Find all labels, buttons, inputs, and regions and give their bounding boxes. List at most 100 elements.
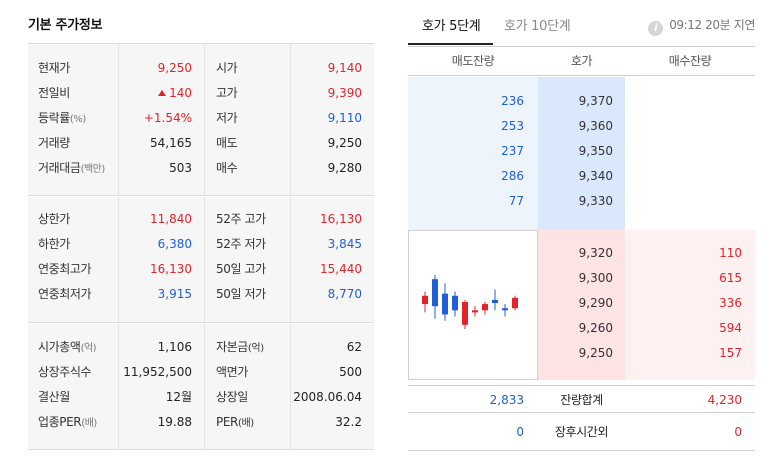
- info-label-unit: (배): [81, 418, 97, 429]
- orderbook: 매도잔량 호가 매수잔량 2,833 잔량합계 4,230 0 장후시간외 0 …: [408, 46, 755, 454]
- candle-body: [442, 293, 448, 315]
- info-label: 50일 고가: [216, 257, 266, 282]
- info-label-unit: (백만): [80, 164, 106, 175]
- info-label: 연중최고가: [38, 257, 92, 282]
- info-value: 19.88: [118, 410, 192, 435]
- info-value-text: 1,106: [157, 340, 192, 354]
- info-value: 503: [118, 156, 192, 181]
- info-label-text: 시가총액: [38, 340, 81, 354]
- info-value: 9,140: [327, 61, 362, 75]
- info-label-text: 고가: [216, 86, 238, 100]
- price-info-block: 현재가 9,250 시가 9,140 전일비 140 고가 9,390 등락률(%) +1.54%…: [28, 44, 374, 196]
- after-hours-label: 장후시간외: [554, 425, 609, 439]
- sell-price-cell[interactable]: 9,340: [578, 169, 613, 183]
- info-label: 거래대금(백만): [38, 156, 105, 181]
- info-value: +1.54%: [118, 106, 192, 131]
- info-label-text: 액면가: [216, 365, 248, 379]
- info-label: 시가총액(억): [38, 335, 97, 360]
- company-info-block: 시가총액(억) 1,106 자본금(억) 62 상장주식수 11,952,500 액면가 50…: [28, 324, 374, 450]
- info-label-text: 저가: [216, 111, 238, 125]
- info-value: 1,106: [118, 335, 192, 360]
- info-label: 매도: [216, 131, 238, 156]
- info-value-text: 19.88: [157, 415, 192, 429]
- info-icon[interactable]: i: [648, 21, 664, 36]
- header-buy-qty: 매수잔량: [668, 54, 712, 68]
- header-price: 호가: [570, 54, 593, 68]
- tab-10-levels[interactable]: 호가 10단계: [504, 19, 571, 34]
- info-label: 전일비: [38, 81, 70, 106]
- candle-chart-svg: [422, 275, 518, 329]
- sell-qty-cell: 236: [501, 94, 524, 108]
- info-label: 상장일: [216, 385, 248, 410]
- info-label: 자본금(억): [216, 335, 264, 360]
- info-label-text: 전일비: [38, 86, 70, 100]
- info-label: 현재가: [38, 56, 70, 81]
- info-label: 고가: [216, 81, 238, 106]
- orderbook-tabs: 호가 5단계 호가 10단계 i 09:12 20분 지연: [408, 0, 755, 46]
- info-value: 9,250: [327, 136, 362, 150]
- info-value-text: 6,380: [157, 237, 192, 251]
- info-value: 16,130: [118, 257, 192, 282]
- info-value: 8,770: [327, 287, 362, 301]
- sell-price-cell[interactable]: 9,350: [578, 144, 613, 158]
- info-label-text: 50일 고가: [216, 262, 266, 276]
- buy-price-cell[interactable]: 9,300: [578, 271, 613, 285]
- info-value: 9,390: [327, 86, 362, 100]
- info-label-unit: (억): [80, 343, 97, 354]
- buy-price-cell[interactable]: 9,320: [578, 246, 613, 260]
- info-label: 결산월: [38, 385, 70, 410]
- info-label: 액면가: [216, 360, 248, 385]
- info-label-text: 매도: [216, 136, 238, 150]
- info-label-text: 하한가: [38, 237, 70, 251]
- buy-price-cell[interactable]: 9,250: [578, 346, 613, 360]
- buy-price-cell[interactable]: 9,260: [578, 321, 613, 335]
- info-value: 140: [118, 81, 192, 106]
- info-label-text: 연중최고가: [38, 262, 92, 276]
- info-label-text: 연중최저가: [38, 287, 92, 301]
- buy-qty-cell: 615: [719, 271, 742, 285]
- info-label-text: 52주 저가: [216, 237, 266, 251]
- sell-price-cell[interactable]: 9,370: [578, 94, 613, 108]
- info-label: PER(배): [216, 410, 254, 435]
- info-label-text: PER: [216, 415, 238, 429]
- sell-price-cell[interactable]: 9,330: [578, 194, 613, 208]
- mini-candle-chart: [408, 230, 538, 380]
- info-label-text: 시가: [216, 61, 238, 75]
- after-hours-buy-qty: 0: [734, 425, 742, 439]
- info-value: 11,840: [118, 207, 192, 232]
- active-tab-indicator: [408, 43, 493, 45]
- info-value-text: 11,840: [150, 212, 192, 226]
- info-label: 시가: [216, 56, 238, 81]
- header-sell-qty: 매도잔량: [451, 54, 495, 68]
- info-value: 9,250: [118, 56, 192, 81]
- after-hours-row: 0 장후시간외 0: [408, 418, 755, 444]
- candle-body: [432, 279, 438, 307]
- total-label: 잔량합계: [560, 393, 603, 407]
- candle-body: [422, 295, 428, 305]
- panel-title: 기본 주가정보: [28, 18, 103, 33]
- info-label: 52주 고가: [216, 207, 266, 232]
- info-label: 저가: [216, 106, 238, 131]
- sell-qty-cell: 77: [508, 194, 524, 208]
- delay-text: 09:12 20분 지연: [669, 18, 755, 32]
- info-value: 32.2: [335, 415, 362, 429]
- info-label-text: 매수: [216, 161, 238, 175]
- info-label-text: 상장일: [216, 390, 248, 404]
- sell-price-cell[interactable]: 9,360: [578, 119, 613, 133]
- info-label: 상한가: [38, 207, 70, 232]
- info-label: 52주 저가: [216, 232, 266, 257]
- candle-body: [452, 295, 458, 311]
- info-label-text: 상장주식수: [38, 365, 92, 379]
- info-label-text: 52주 고가: [216, 212, 266, 226]
- buy-qty-cell: 157: [719, 346, 742, 360]
- tab-5-levels[interactable]: 호가 5단계: [422, 19, 481, 34]
- after-hours-sell-qty: 0: [516, 425, 524, 439]
- sell-qty-cell: 237: [501, 144, 524, 158]
- info-value-text: 9,250: [157, 61, 192, 75]
- info-label: 50일 저가: [216, 282, 266, 307]
- buy-price-cell[interactable]: 9,290: [578, 296, 613, 310]
- info-value-text: 503: [169, 161, 192, 175]
- info-label: 등락률(%): [38, 106, 86, 131]
- info-value: 3,915: [118, 282, 192, 307]
- info-label: 매수: [216, 156, 238, 181]
